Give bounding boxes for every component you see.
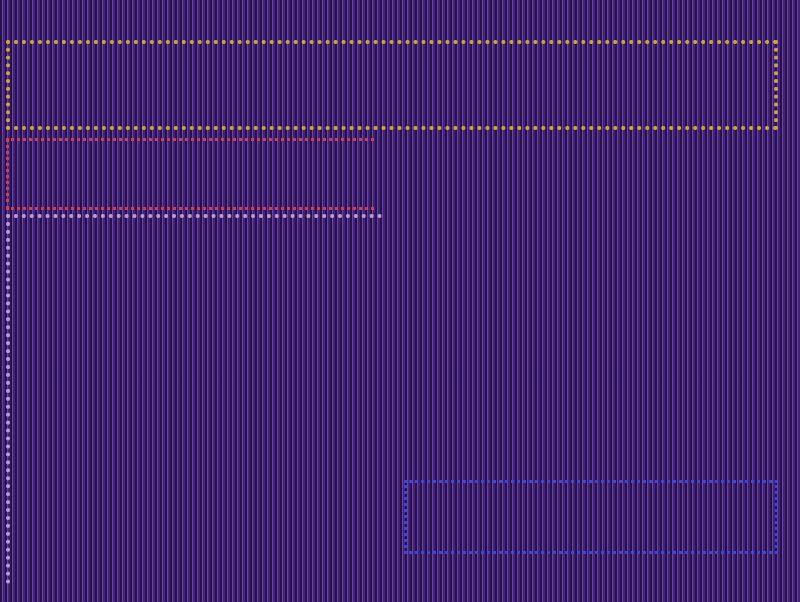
footer-text <box>6 496 382 588</box>
player-name <box>40 150 360 200</box>
game-subtitle <box>280 92 560 118</box>
game-title <box>130 50 670 94</box>
menu-panel <box>6 214 382 584</box>
title-banner-frame <box>6 40 778 130</box>
action-button[interactable] <box>404 480 778 554</box>
action-button-label <box>520 498 670 532</box>
player-name-frame <box>6 138 374 210</box>
